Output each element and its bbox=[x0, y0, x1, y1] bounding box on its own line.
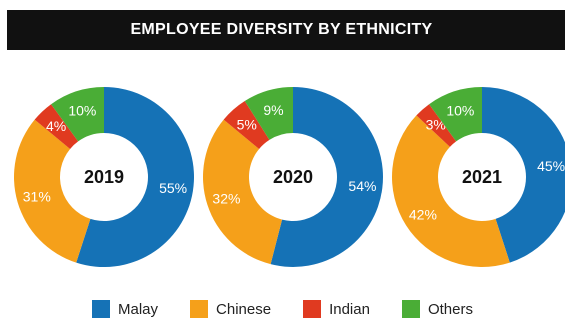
slice-chinese-2020 bbox=[203, 119, 283, 265]
legend-swatch-chinese bbox=[190, 300, 209, 318]
slice-label-others-2021: 10% bbox=[446, 102, 474, 118]
donut-2021: 45% 42% 3%10% 2021 bbox=[391, 87, 565, 268]
slice-indian-2020 bbox=[223, 101, 270, 149]
donut-2019: 55% 31% 4%10% 2019 bbox=[13, 87, 194, 267]
slice-malay-2020 bbox=[270, 87, 384, 267]
donut-center-label-2020: 2020 bbox=[273, 167, 313, 187]
slice-malay-2021 bbox=[482, 87, 565, 263]
slice-chinese-2021 bbox=[391, 115, 510, 268]
legend-item-chinese: Chinese bbox=[190, 300, 271, 318]
donut-center-label-2019: 2019 bbox=[84, 167, 124, 187]
slice-others-2020 bbox=[244, 87, 293, 140]
chart-title-bar: EMPLOYEE DIVERSITY BY ETHNICITY bbox=[7, 10, 565, 50]
slice-label-others-2019: 10% bbox=[68, 102, 96, 118]
slice-indian-2021 bbox=[416, 104, 457, 147]
slice-label-chinese-2021: 42% bbox=[409, 207, 437, 223]
legend-label-malay: Malay bbox=[118, 300, 159, 318]
legend-swatch-malay bbox=[92, 300, 111, 318]
legend-label-indian: Indian bbox=[329, 300, 370, 318]
slice-label-indian-2021: 3% bbox=[426, 116, 446, 132]
slice-label-malay-2019: 55% bbox=[159, 180, 187, 196]
donut-2020: 54% 32% 5% 9% 2020 bbox=[203, 87, 384, 267]
legend-swatch-indian bbox=[303, 300, 322, 318]
chart-title: EMPLOYEE DIVERSITY BY ETHNICITY bbox=[130, 21, 433, 38]
slice-label-others-2020: 9% bbox=[263, 102, 283, 118]
slice-others-2019 bbox=[51, 87, 104, 142]
slice-indian-2019 bbox=[34, 104, 79, 149]
slice-label-indian-2020: 5% bbox=[237, 116, 257, 132]
legend: Malay Chinese Indian Others bbox=[0, 296, 565, 322]
slice-label-chinese-2019: 31% bbox=[23, 189, 51, 205]
legend-label-chinese: Chinese bbox=[216, 300, 272, 318]
slice-label-malay-2021: 45% bbox=[537, 158, 565, 174]
slice-malay-2019 bbox=[76, 87, 194, 267]
legend-item-indian: Indian bbox=[303, 300, 370, 318]
slice-label-chinese-2020: 32% bbox=[212, 191, 240, 207]
slice-label-malay-2020: 54% bbox=[348, 178, 376, 194]
slice-others-2021 bbox=[429, 87, 482, 142]
slice-label-indian-2019: 4% bbox=[46, 118, 66, 134]
legend-swatch-others bbox=[401, 300, 420, 318]
legend-label-others: Others bbox=[427, 300, 473, 318]
slice-chinese-2019 bbox=[13, 119, 91, 263]
legend-item-malay: Malay bbox=[92, 300, 158, 318]
legend-item-others: Others bbox=[401, 300, 473, 318]
donut-center-label-2021: 2021 bbox=[462, 167, 502, 187]
